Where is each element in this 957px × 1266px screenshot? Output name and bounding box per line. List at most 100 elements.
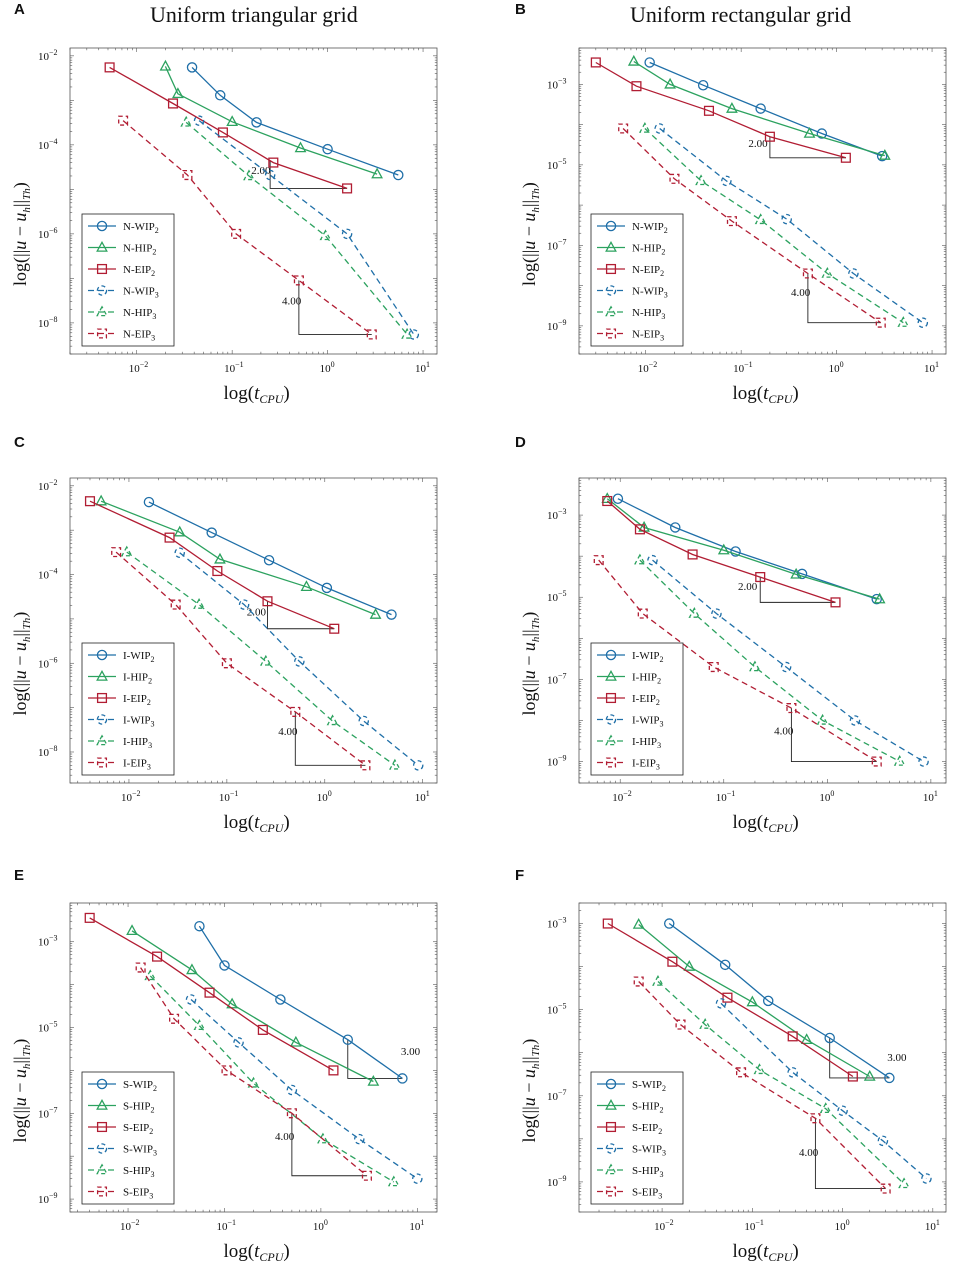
data-point-marker [708,661,719,673]
y-tick-label: 10−7 [547,1088,567,1103]
data-point-marker [317,1132,329,1144]
data-point [644,57,655,68]
legend-box [590,213,684,347]
data-point [647,554,658,566]
data-point [193,598,205,609]
legend-box [81,213,175,347]
y-tick-label: 10−2 [38,478,58,493]
legend-box [590,642,684,776]
data-point-marker [849,715,861,726]
series-S-EIP3 [633,976,891,1194]
series-line [191,66,399,176]
series-I-WIP3 [174,547,424,771]
legend-label: N-HIP2 [123,243,156,257]
legend-item: S-HIP3 [88,1163,155,1179]
data-point [243,169,255,181]
y-axis-label: log(||u − uh||Th) [10,1039,33,1143]
legend: N-WIP2 N-HIP2 N-EIP2 N-WIP3 N-HIP3 N-EIP3 [81,213,175,347]
slope-triangle: 4.00 [282,280,372,335]
data-point [803,126,816,138]
data-point [669,173,680,184]
data-point-marker [388,758,401,770]
data-point [317,1132,329,1144]
slope-triangle: 4.00 [799,1118,886,1190]
data-point-marker [401,327,413,339]
x-axis: 10−2 10−1 100 101 [69,48,430,375]
data-point [342,1034,354,1045]
legend-label: I-HIP3 [123,736,152,750]
series-S-WIP3 [185,994,423,1184]
legend-label: I-EIP2 [123,693,151,707]
data-point [328,1065,339,1076]
data-point [238,599,250,610]
data-point [837,1105,848,1116]
plot-frame [578,902,947,1213]
slope-label: 2.00 [251,165,271,177]
data-point [182,169,193,181]
legend-marker [605,714,617,725]
x-axis: 10−2 10−1 100 101 [77,903,424,1233]
legend-label: N-WIP2 [632,221,668,235]
slope-guide [790,708,877,762]
data-point-marker [233,1037,244,1048]
legend-label: I-EIP2 [632,693,660,707]
y-tick-label: 10−9 [547,1174,567,1189]
data-point-marker [360,760,371,771]
legend-item: N-EIP2 [597,263,664,278]
data-point-marker [675,1019,686,1030]
legend-label: I-WIP2 [632,650,664,664]
data-point-marker [193,598,205,609]
series-S-EIP3 [135,962,372,1181]
data-point [787,1067,798,1078]
data-point [386,609,397,620]
data-point-marker [238,599,250,610]
y-tick-label: 10−5 [547,1002,567,1017]
series-N-EIP2 [104,62,353,194]
data-point [185,994,197,1005]
legend-label: N-EIP3 [123,329,155,343]
x-tick-label: 100 [313,1218,328,1233]
data-point-marker [837,1105,848,1116]
series-N-WIP3 [654,123,929,328]
x-axis-label: log(tCPU) [733,383,799,406]
data-point-marker [816,713,829,725]
data-point [214,90,226,101]
x-axis-label: log(tCPU) [224,812,290,835]
data-point [627,54,640,66]
legend-item: I-HIP3 [88,734,152,750]
legend-item: N-EIP3 [597,328,664,343]
series-I-HIP2 [601,492,886,604]
data-point [366,329,377,340]
x-axis: 10−2 10−1 100 101 [77,478,430,804]
data-point-marker [111,547,122,558]
series-I-EIP2 [84,496,340,634]
data-point [170,599,181,610]
data-point [897,316,910,327]
data-point [726,102,738,113]
legend-marker [605,1121,617,1133]
data-point-marker [169,1013,180,1024]
series-line [89,917,334,1071]
slope-label: 3.00 [401,1046,421,1058]
data-point [687,549,698,560]
series-line [179,552,419,766]
series-line [89,500,335,630]
data-point [637,608,648,619]
series-S-WIP3 [715,998,932,1184]
legend-label: I-HIP2 [123,672,152,686]
data-point-marker [193,115,205,126]
data-point [371,167,383,179]
y-axis-label: log(||u − uh||Th) [519,182,542,286]
series-N-EIP3 [618,123,886,328]
data-point-marker [341,228,353,240]
legend-label: I-EIP3 [632,758,660,772]
series-line [131,930,374,1083]
legend-label: N-EIP2 [632,264,664,278]
data-point-marker [618,123,629,134]
legend-label: S-WIP2 [123,1079,157,1093]
series-line [668,922,890,1079]
y-tick-label: 10−4 [38,567,58,582]
data-point-marker [637,608,648,619]
series-S-WIP2 [194,920,408,1084]
